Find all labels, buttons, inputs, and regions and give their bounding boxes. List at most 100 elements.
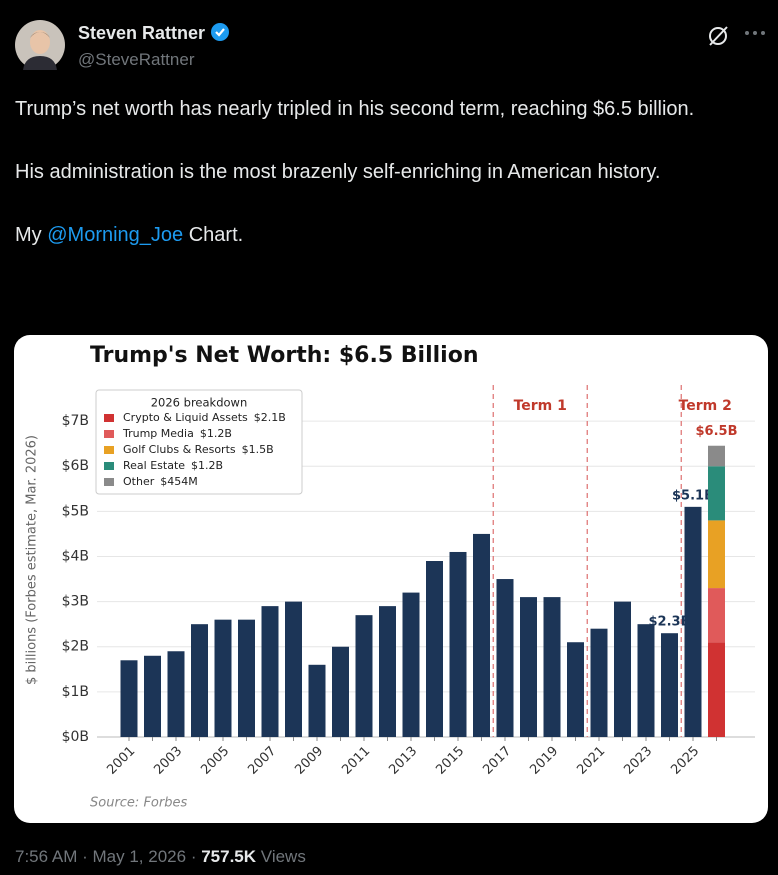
chart-title: Trump's Net Worth: $6.5 Billion (90, 343, 479, 368)
y-tick-label: $1B (62, 684, 89, 700)
x-tick-label: 2009 (292, 744, 326, 778)
views-count: 757.5K (201, 847, 257, 866)
y-tick-label: $0B (62, 729, 89, 745)
bar (379, 606, 396, 737)
legend-swatch (104, 430, 114, 438)
tweet-footer: 7:56 AM · May 1, 2026 · 757.5K Views (15, 847, 306, 867)
legend-entry: Golf Clubs & Resorts $1.5B (123, 443, 274, 456)
legend-name: Trump Media (122, 427, 194, 440)
text: Chart. (188, 224, 244, 246)
bar (402, 592, 420, 737)
legend-value: $1.5B (242, 443, 274, 456)
bar (449, 551, 467, 737)
time[interactable]: 7:56 AM (15, 847, 78, 866)
legend-value: $1.2B (200, 427, 232, 440)
x-tick-label: 2017 (480, 744, 514, 778)
bar (308, 664, 326, 737)
legend-title: 2026 breakdown (151, 396, 248, 410)
legend-swatch (104, 462, 114, 470)
term-label: Term 2 (679, 398, 732, 414)
stack-segment (708, 466, 725, 521)
author-name-text[interactable]: Steven Rattner (78, 23, 206, 43)
legend-value: $2.1B (254, 411, 286, 424)
bar (543, 597, 561, 737)
bar (238, 619, 255, 737)
term-label: Term 1 (514, 398, 567, 414)
legend-name: Other (123, 475, 155, 488)
bar (167, 651, 185, 737)
bar (191, 624, 208, 737)
verified-badge (211, 23, 230, 41)
x-tick-label: 2013 (386, 744, 420, 778)
author-handle[interactable]: @SteveRattner (78, 50, 195, 69)
paragraph: My @Morning_Joe Chart. (15, 219, 750, 251)
bar (637, 624, 655, 737)
bar (261, 606, 279, 737)
paragraph: Trump’s net worth has nearly tripled in … (15, 98, 695, 120)
bar (590, 628, 608, 737)
separator: · (190, 847, 197, 866)
legend-swatch (104, 478, 114, 486)
value-label: $5.1B (672, 488, 714, 503)
chart-card[interactable]: Trump's Net Worth: $6.5 Billion $ billio… (14, 335, 768, 823)
bar (661, 633, 678, 737)
stack-segment (708, 642, 725, 737)
author-name[interactable]: Steven Rattner (78, 22, 230, 44)
legend-swatch (104, 446, 114, 454)
bar (684, 506, 702, 737)
mention[interactable]: @Morning_Joe (47, 224, 184, 246)
separator: · (82, 847, 88, 866)
bar (214, 619, 232, 737)
y-tick-label: $3B (62, 594, 89, 610)
paragraph: His administration is the most brazenly … (15, 161, 661, 183)
bar (285, 601, 302, 737)
legend-entry: Crypto & Liquid Assets $2.1B (123, 411, 286, 424)
x-tick-label: 2001 (104, 744, 138, 778)
legend-swatch (104, 414, 114, 422)
stack-segment (708, 520, 725, 589)
legend-entry: Real Estate $1.2B (123, 459, 223, 472)
bar (426, 561, 443, 737)
source: Source: Forbes (90, 796, 187, 811)
chart: Trump's Net Worth: $6.5 Billion $ billio… (25, 343, 755, 811)
bar (520, 597, 537, 737)
y-tick-label: $7B (62, 413, 89, 429)
stack-segment (708, 588, 725, 643)
bar (144, 655, 161, 737)
legend-entry: Other $454M (123, 475, 198, 488)
legend-box (95, 389, 303, 495)
bar (473, 533, 490, 737)
legend-entry: Trump Media $1.2B (122, 427, 232, 440)
y-tick-label: $6B (62, 458, 89, 474)
y-tick-label: $4B (62, 548, 89, 564)
text: My (15, 224, 42, 246)
y-axis-label: $ billions (Forbes estimate, Mar. 2026) (25, 435, 40, 685)
x-tick-label: 2019 (527, 744, 561, 778)
grok-icon[interactable] (706, 24, 730, 48)
avatar[interactable] (15, 20, 65, 70)
x-tick-label: 2015 (433, 744, 467, 778)
x-tick-label: 2023 (621, 744, 655, 778)
bar (567, 642, 584, 737)
bar (496, 579, 514, 737)
stack-segment (708, 445, 725, 467)
more-icon[interactable] (744, 27, 766, 39)
legend-name: Real Estate (123, 459, 185, 472)
legend-name: Golf Clubs & Resorts (123, 443, 236, 456)
legend-value: $1.2B (191, 459, 223, 472)
x-tick-label: 2005 (198, 744, 232, 778)
stack-total-label: $6.5B (696, 424, 738, 439)
x-tick-label: 2021 (574, 744, 608, 778)
x-tick-label: 2003 (151, 744, 185, 778)
x-tick-label: 2007 (245, 744, 279, 778)
value-label: $2.3B (649, 615, 691, 630)
x-tick-label: 2025 (668, 744, 702, 778)
bar (614, 601, 631, 737)
y-tick-label: $2B (62, 639, 89, 655)
x-tick-label: 2011 (339, 744, 373, 778)
date[interactable]: May 1, 2026 (92, 847, 187, 866)
views-label: Views (260, 847, 306, 866)
legend-value: $454M (160, 475, 198, 488)
y-tick-label: $5B (62, 503, 89, 519)
